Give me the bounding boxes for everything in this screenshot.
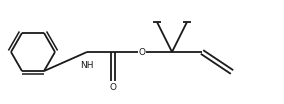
Text: O: O (110, 82, 116, 92)
Text: O: O (139, 48, 145, 56)
Text: NH: NH (80, 61, 94, 69)
